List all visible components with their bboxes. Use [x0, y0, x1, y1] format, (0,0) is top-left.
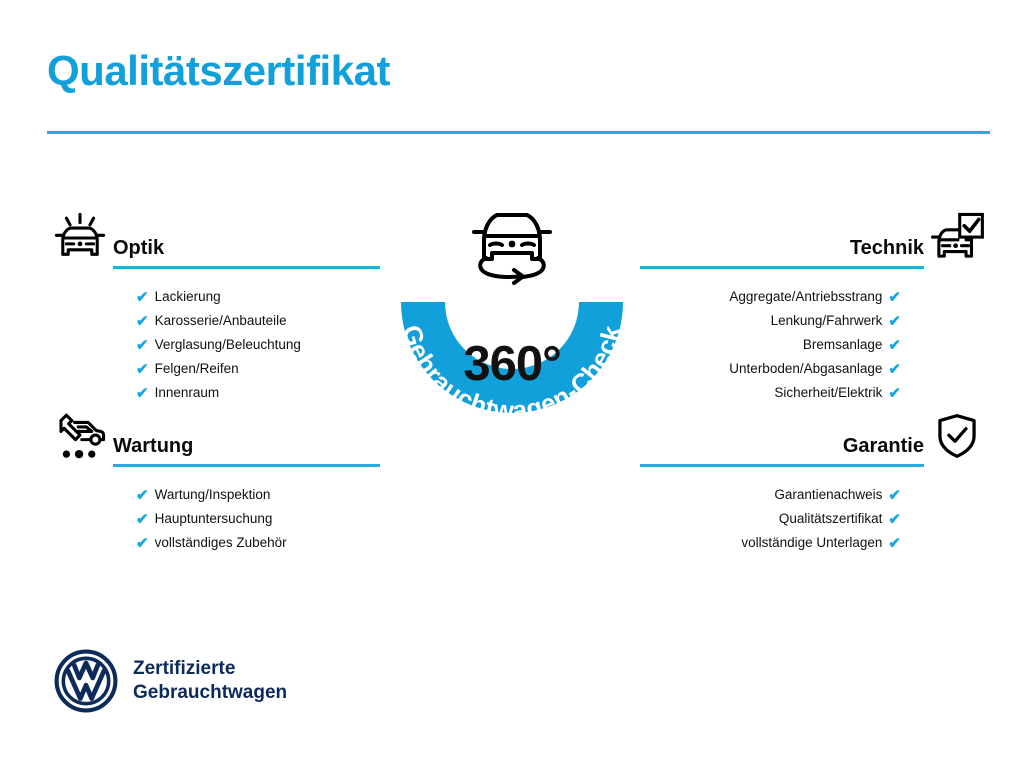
checklist-item-label: Garantienachweis: [774, 487, 883, 502]
page-title: Qualitätszertifikat: [47, 47, 390, 94]
checklist-item-label: Hauptuntersuchung: [154, 511, 273, 526]
checklist-item: ✔ Felgen/Reifen: [136, 357, 380, 381]
section-garantie-underline: [640, 464, 924, 467]
checklist-item-label: Innenraum: [154, 385, 220, 400]
checklist-item-label: Verglasung/Beleuchtung: [154, 337, 301, 352]
checklist-item-label: Bremsanlage: [802, 337, 883, 352]
checklist-item: ✔ Lackierung: [136, 285, 380, 309]
badge-ring: Gebrauchtwagen-Check: [370, 262, 654, 486]
checklist-item: vollständige Unterlagen ✔: [640, 531, 901, 555]
checklist-item-label: Felgen/Reifen: [154, 361, 239, 376]
check-icon: ✔: [888, 384, 901, 402]
checklist-item: Aggregate/Antriebsstrang ✔: [640, 285, 901, 309]
checklist-item: ✔ Verglasung/Beleuchtung: [136, 333, 380, 357]
car-checkbox-icon: [924, 205, 990, 271]
optik-checklist: ✔ Lackierung ✔ Karosserie/Anbauteile ✔ Vergla…: [47, 285, 380, 405]
checklist-item-label: Sicherheit/Elektrik: [774, 385, 883, 400]
check-icon: ✔: [136, 360, 149, 378]
shield-check-icon: [924, 403, 990, 469]
checklist-item: Sicherheit/Elektrik ✔: [640, 381, 901, 405]
section-optik-header: Optik: [47, 205, 380, 271]
section-technik-header: Technik: [640, 205, 990, 271]
wartung-checklist: ✔ Wartung/Inspektion ✔ Hauptuntersuchung ✔ vo…: [47, 483, 380, 555]
checklist-item-label: vollständige Unterlagen: [741, 535, 883, 550]
car-front-shine-icon: [47, 205, 113, 271]
car-rotation-360-icon: [452, 196, 572, 292]
checklist-item: ✔ Innenraum: [136, 381, 380, 405]
section-technik-title: Technik: [849, 237, 924, 259]
check-icon: ✔: [888, 288, 901, 306]
checklist-item-label: Lackierung: [154, 289, 221, 304]
checklist-item: ✔ Karosserie/Anbauteile: [136, 309, 380, 333]
section-wartung-underline: [113, 464, 380, 467]
checklist-item-label: Karosserie/Anbauteile: [154, 313, 287, 328]
checklist-item: Qualitätszertifikat ✔: [640, 507, 901, 531]
checklist-item: Garantienachweis ✔: [640, 483, 901, 507]
section-optik-underline: [113, 266, 380, 269]
check-icon: ✔: [888, 336, 901, 354]
vw-logo-line1: Zertifizierte: [133, 657, 236, 679]
check-icon: ✔: [136, 384, 149, 402]
checklist-item: Bremsanlage ✔: [640, 333, 901, 357]
badge-360-gebrauchtwagen-check: Gebrauchtwagen-Check 360°: [370, 196, 654, 486]
section-optik: Optik ✔ Lackierung ✔ Karosserie/Anbauteile ✔…: [47, 205, 380, 421]
section-wartung-title: Wartung: [113, 435, 194, 457]
check-icon: ✔: [888, 312, 901, 330]
checklist-item-label: Aggregate/Antriebsstrang: [729, 289, 883, 304]
section-technik-underline: [640, 266, 924, 269]
checklist-item: ✔ Wartung/Inspektion: [136, 483, 380, 507]
check-icon: ✔: [888, 534, 901, 552]
check-icon: ✔: [136, 336, 149, 354]
garantie-checklist: Garantienachweis ✔ Qualitätszertifikat ✔ vol…: [640, 483, 990, 555]
vw-logo-text: Zertifizierte Gebrauchtwagen: [133, 657, 287, 705]
title-divider: [47, 131, 990, 134]
section-wartung: Wartung ✔ Wartung/Inspektion ✔ Hauptuntersu…: [47, 403, 380, 571]
checklist-item: Lenkung/Fahrwerk ✔: [640, 309, 901, 333]
checklist-item: Unterboden/Abgasanlage ✔: [640, 357, 901, 381]
section-optik-title: Optik: [113, 237, 165, 259]
car-service-tool-icon: [47, 403, 113, 469]
checklist-item-label: Qualitätszertifikat: [778, 511, 883, 526]
checklist-item: ✔ vollständiges Zubehör: [136, 531, 380, 555]
check-icon: ✔: [136, 534, 149, 552]
vw-certified-used-cars-logo: Zertifizierte Gebrauchtwagen: [53, 648, 287, 714]
checklist-item-label: Lenkung/Fahrwerk: [770, 313, 883, 328]
badge-number: 360°: [463, 337, 561, 391]
section-garantie-title: Garantie: [842, 435, 924, 457]
check-icon: ✔: [136, 486, 149, 504]
checklist-item-label: Unterboden/Abgasanlage: [729, 361, 883, 376]
section-technik: Technik Aggregate/Antriebsstrang ✔ Lenk: [640, 205, 990, 421]
section-garantie: Garantie Garantienachweis ✔ Qualitätszerti…: [640, 403, 990, 571]
vw-logo-icon: [53, 648, 119, 714]
checklist-item: ✔ Hauptuntersuchung: [136, 507, 380, 531]
check-icon: ✔: [136, 510, 149, 528]
technik-checklist: Aggregate/Antriebsstrang ✔ Lenkung/Fahrwer…: [640, 285, 990, 405]
check-icon: ✔: [136, 312, 149, 330]
vw-logo-line2: Gebrauchtwagen: [133, 682, 288, 703]
checklist-item-label: vollständiges Zubehör: [154, 535, 287, 550]
check-icon: ✔: [888, 486, 901, 504]
section-wartung-header: Wartung: [47, 403, 380, 469]
section-garantie-header: Garantie: [640, 403, 990, 469]
checklist-item-label: Wartung/Inspektion: [154, 487, 271, 502]
check-icon: ✔: [888, 510, 901, 528]
check-icon: ✔: [888, 360, 901, 378]
check-icon: ✔: [136, 288, 149, 306]
